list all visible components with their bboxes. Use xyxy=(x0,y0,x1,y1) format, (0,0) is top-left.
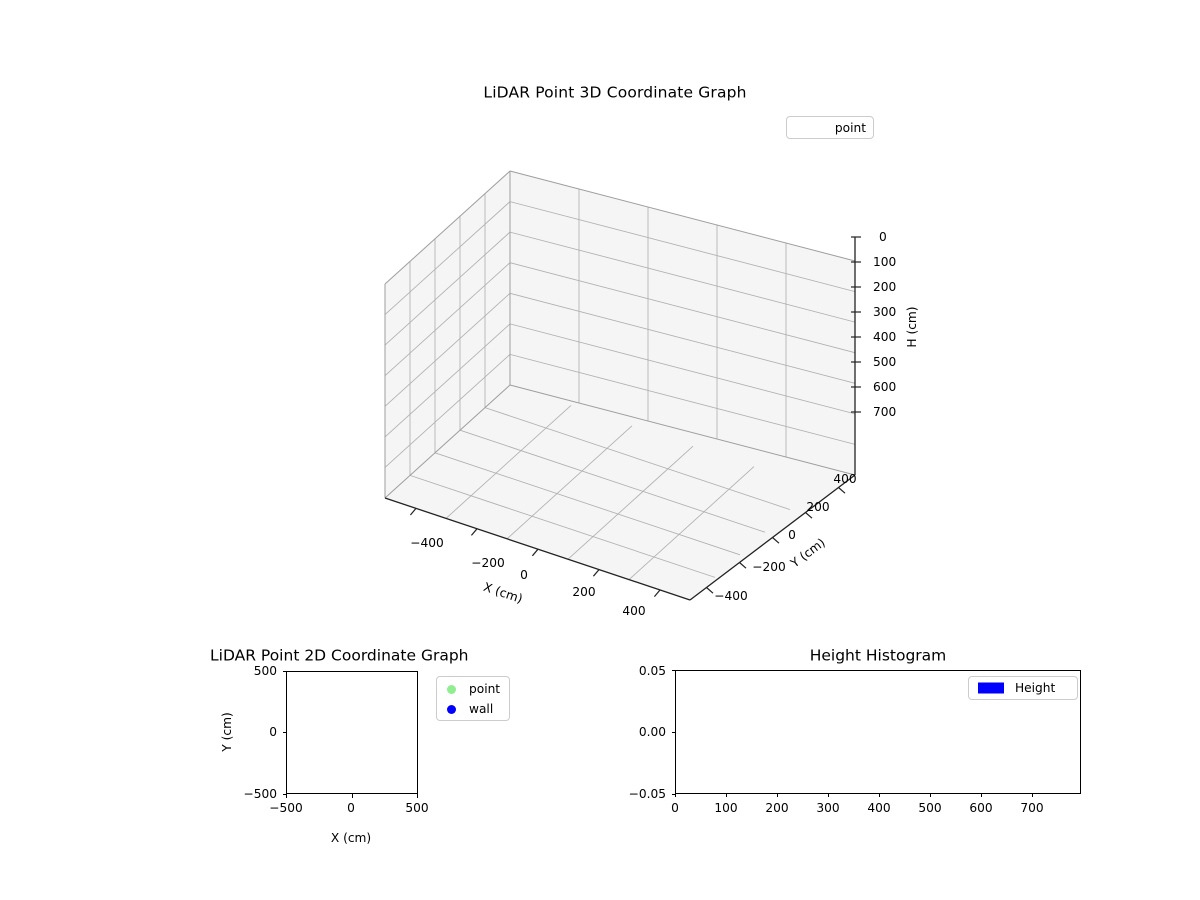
plot2d-legend-item-point[interactable]: point xyxy=(437,679,509,699)
plot2d-legend-label-wall: wall xyxy=(469,701,494,716)
histogram-legend[interactable]: Height xyxy=(968,676,1078,700)
plot3d-ztick-3: 300 xyxy=(873,304,897,319)
point-marker-icon xyxy=(447,684,456,694)
grid-left-horizontal xyxy=(384,201,511,468)
plot3d-ztick-2: 200 xyxy=(873,279,897,294)
histogram-xtickmark-2 xyxy=(777,793,779,797)
histogram-xtick-7: 700 xyxy=(1020,800,1044,815)
histogram-xtickmark-4 xyxy=(879,793,881,797)
plot3d-ytick-0: −400 xyxy=(714,588,748,603)
histogram-xtickmark-5 xyxy=(930,793,932,797)
plot2d-ylabel: Y (cm) xyxy=(219,712,234,752)
plot3d-legend[interactable]: point xyxy=(786,116,874,139)
plot2d-legend[interactable]: point wall xyxy=(436,676,510,721)
plot3d-ztick-7: 700 xyxy=(873,404,897,419)
plot3d-ztick-0: 0 xyxy=(879,229,887,244)
axes-3d[interactable]: .pane { fill: #f4f4f4; fill-opacity: 0.9… xyxy=(330,130,950,630)
plot3d-zlabel: H (cm) xyxy=(904,306,919,348)
histogram-xtick-6: 600 xyxy=(969,800,993,815)
wall-marker-icon xyxy=(447,704,456,714)
grid-back-horizontal xyxy=(509,201,856,445)
histogram-xtickmark-0 xyxy=(675,793,677,797)
ticks-z xyxy=(851,236,861,413)
plot2d-legend-label-point: point xyxy=(469,681,501,696)
plot3d-xtick-4: 400 xyxy=(622,603,646,618)
plot2d-legend-item-wall[interactable]: wall xyxy=(437,699,509,719)
plot3d-legend-label-point: point xyxy=(834,120,866,135)
pane-back xyxy=(510,171,855,475)
grid-floor-y xyxy=(409,407,791,578)
plot2d-xtickmark-0 xyxy=(286,794,288,798)
histogram-xtick-4: 400 xyxy=(867,800,891,815)
plot2d-xtick-2: 500 xyxy=(405,800,429,815)
histogram-xtickmark-7 xyxy=(1032,793,1034,797)
plot3d-title: LiDAR Point 3D Coordinate Graph xyxy=(483,83,747,102)
histogram-xtickmark-6 xyxy=(981,793,983,797)
plot2d-ytickmark-1 xyxy=(282,732,286,734)
plot2d-ytick-0: 500 xyxy=(253,663,277,678)
plot3d-ztick-6: 600 xyxy=(873,379,897,394)
plot3d-ztick-1: 100 xyxy=(873,254,897,269)
histogram-xtick-3: 300 xyxy=(816,800,840,815)
pane-left xyxy=(385,171,510,498)
plot3d-ytick-1: −200 xyxy=(752,559,786,574)
plot3d-xtick-0: −400 xyxy=(410,535,444,550)
plot2d-xtickmark-2 xyxy=(417,794,419,798)
plot3d-ytick-4: 400 xyxy=(833,471,857,486)
grid-left-vertical xyxy=(409,193,486,476)
ticks-y xyxy=(706,487,846,594)
histogram-ytick-1: 0.00 xyxy=(638,724,666,739)
plot2d-title: LiDAR Point 2D Coordinate Graph xyxy=(210,646,469,665)
plot3d-ytick-3: 200 xyxy=(806,499,830,514)
height-patch-icon xyxy=(978,682,1004,694)
grid-floor-x xyxy=(445,405,755,580)
plot3d-xtick-2: 0 xyxy=(520,567,528,582)
histogram-ytick-0: 0.05 xyxy=(638,663,666,678)
histogram-ytickmark-1 xyxy=(671,732,675,734)
plot3d-ytick-2: 0 xyxy=(788,527,796,542)
pane-floor xyxy=(385,385,855,600)
axes-3d-canvas: .pane { fill: #f4f4f4; fill-opacity: 0.9… xyxy=(384,170,861,601)
histogram-legend-label-height: Height xyxy=(1015,681,1056,695)
plot3d-xtick-1: −200 xyxy=(471,555,505,570)
axes-2d[interactable] xyxy=(286,671,418,794)
plot2d-xtickmark-1 xyxy=(351,794,353,798)
ticks-x xyxy=(409,508,661,597)
plot2d-xtick-0: −500 xyxy=(269,800,303,815)
histogram-xtickmark-1 xyxy=(726,793,728,797)
histogram-ytick-2: −0.05 xyxy=(628,786,666,801)
plot2d-ytickmark-0 xyxy=(282,670,286,672)
plot2d-xlabel: X (cm) xyxy=(330,830,372,845)
histogram-xtick-2: 200 xyxy=(765,800,789,815)
histogram-title: Height Histogram xyxy=(809,646,947,665)
plot3d-xtick-3: 200 xyxy=(572,584,596,599)
histogram-ytickmark-0 xyxy=(671,670,675,672)
histogram-ytickmark-2 xyxy=(671,793,675,795)
plot3d-ztick-5: 500 xyxy=(873,354,897,369)
histogram-xtick-0: 0 xyxy=(671,800,679,815)
histogram-xtick-1: 100 xyxy=(714,800,738,815)
plot2d-ytickmark-2 xyxy=(282,793,286,795)
plot2d-ytick-2: −500 xyxy=(243,786,277,801)
grid-back-vertical xyxy=(578,188,787,457)
plot2d-ytick-1: 0 xyxy=(269,724,277,739)
histogram-xtickmark-3 xyxy=(828,793,830,797)
plot2d-xtick-1: 0 xyxy=(347,800,355,815)
histogram-xtick-5: 500 xyxy=(918,800,942,815)
plot3d-ztick-4: 400 xyxy=(873,329,897,344)
